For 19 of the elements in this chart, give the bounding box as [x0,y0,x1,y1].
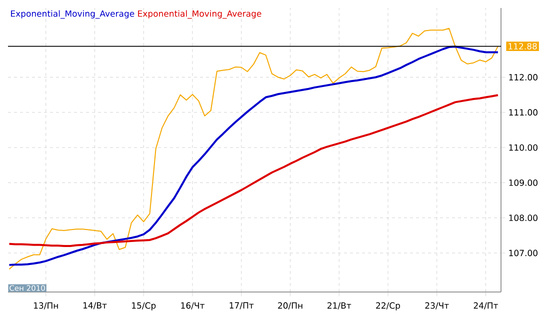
ref-line-label: 112.88 [508,43,537,50]
x-tick-label: 24/Пт [474,302,498,310]
y-tick-label: 108.00 [509,214,538,222]
x-tick-label: 14/Вт [83,302,107,310]
text: Exponential_Moving_Average [138,10,262,19]
x-tick-label: 15/Ср [132,302,156,310]
x-tick-label: 16/Чт [181,302,204,310]
y-tick-label: 109.00 [509,179,538,186]
y-tick-label: 111.00 [509,109,538,116]
y-tick-label: 110.00 [509,144,538,151]
x-tick-label: 21/Вт [328,302,352,310]
x-tick-label: 22/Ср [376,302,400,310]
text: Exponential_Moving_Average [11,10,134,19]
x-tick-label: 13/Пн [34,302,58,310]
x-tick-label: 23/Чт [425,302,449,310]
y-tick-label: 107.00 [509,250,538,256]
y-tick-label: 112.00 [509,74,538,80]
x-tick-label: 17/Пт [230,302,254,310]
x-tick-label: 20/Пн [278,302,302,310]
